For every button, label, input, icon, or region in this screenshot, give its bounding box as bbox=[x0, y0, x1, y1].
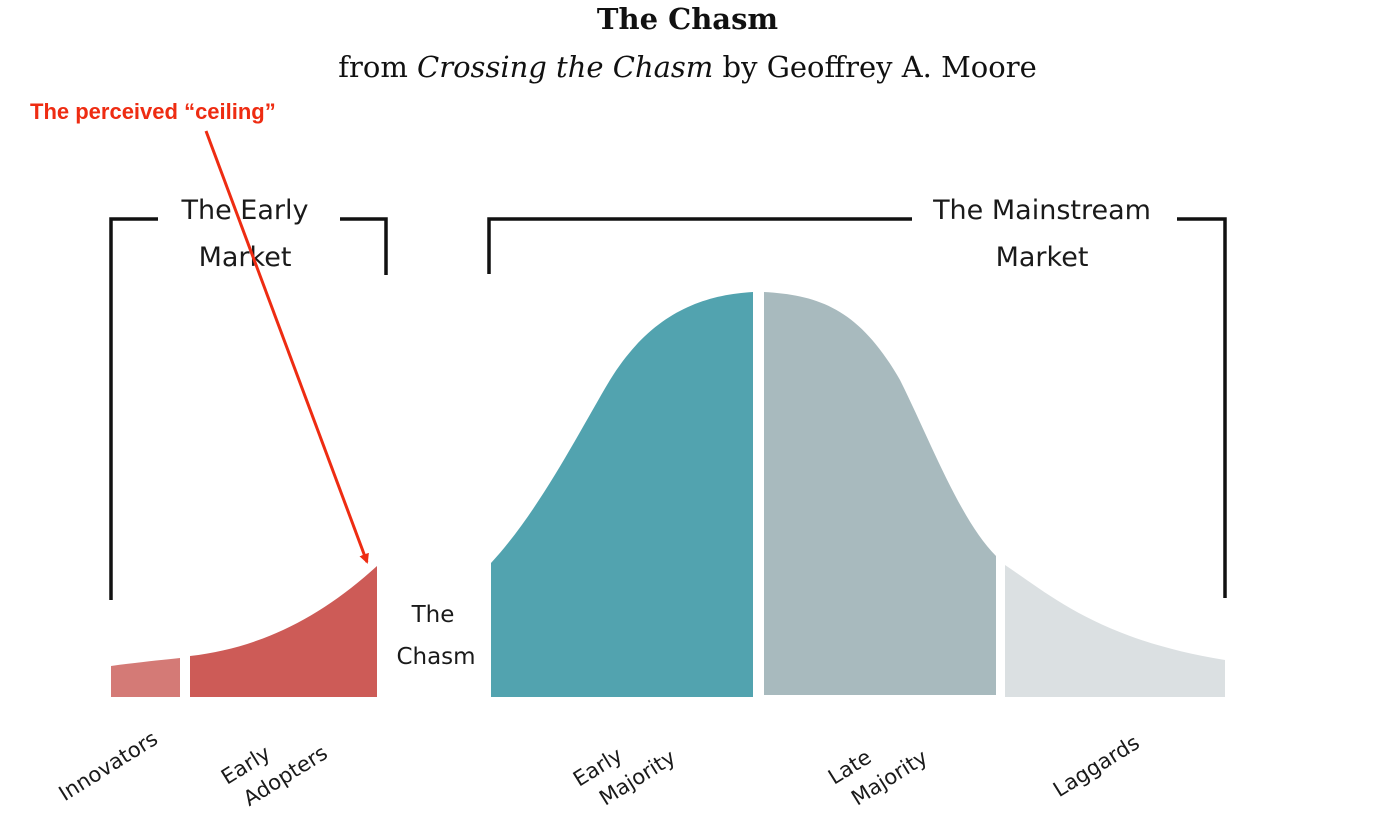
page-subtitle: from Crossing the Chasm by Geoffrey A. M… bbox=[0, 50, 1375, 84]
mainstream-market-bracket bbox=[487, 217, 1227, 598]
page-title: The Chasm bbox=[596, 2, 779, 36]
innovators-label: Innovators bbox=[55, 726, 162, 806]
book-title: Crossing the Chasm bbox=[417, 50, 714, 84]
perceived-ceiling-arrow bbox=[204, 130, 369, 564]
innovators-segment bbox=[111, 658, 180, 697]
perceived-ceiling-annotation: The perceived “ceiling” bbox=[30, 99, 276, 124]
late-majority-segment bbox=[764, 292, 996, 695]
early-majority-segment bbox=[491, 292, 753, 697]
early-market-label-line1: The Early bbox=[181, 195, 309, 226]
chasm-label-line2: Chasm bbox=[396, 644, 475, 670]
early-market-bracket bbox=[109, 217, 388, 600]
laggards-segment bbox=[1005, 565, 1225, 697]
early-market-label-line2: Market bbox=[199, 242, 292, 273]
early-adopters-segment bbox=[190, 566, 377, 697]
mainstream-market-label-line2: Market bbox=[996, 242, 1089, 273]
mainstream-market-label-line1: The Mainstream bbox=[932, 195, 1151, 226]
chasm-label-line1: The bbox=[411, 602, 455, 628]
subtitle-suffix: by Geoffrey A. Moore bbox=[713, 50, 1037, 84]
laggards-label: Laggards bbox=[1049, 730, 1144, 802]
subtitle-prefix: from bbox=[338, 50, 418, 84]
